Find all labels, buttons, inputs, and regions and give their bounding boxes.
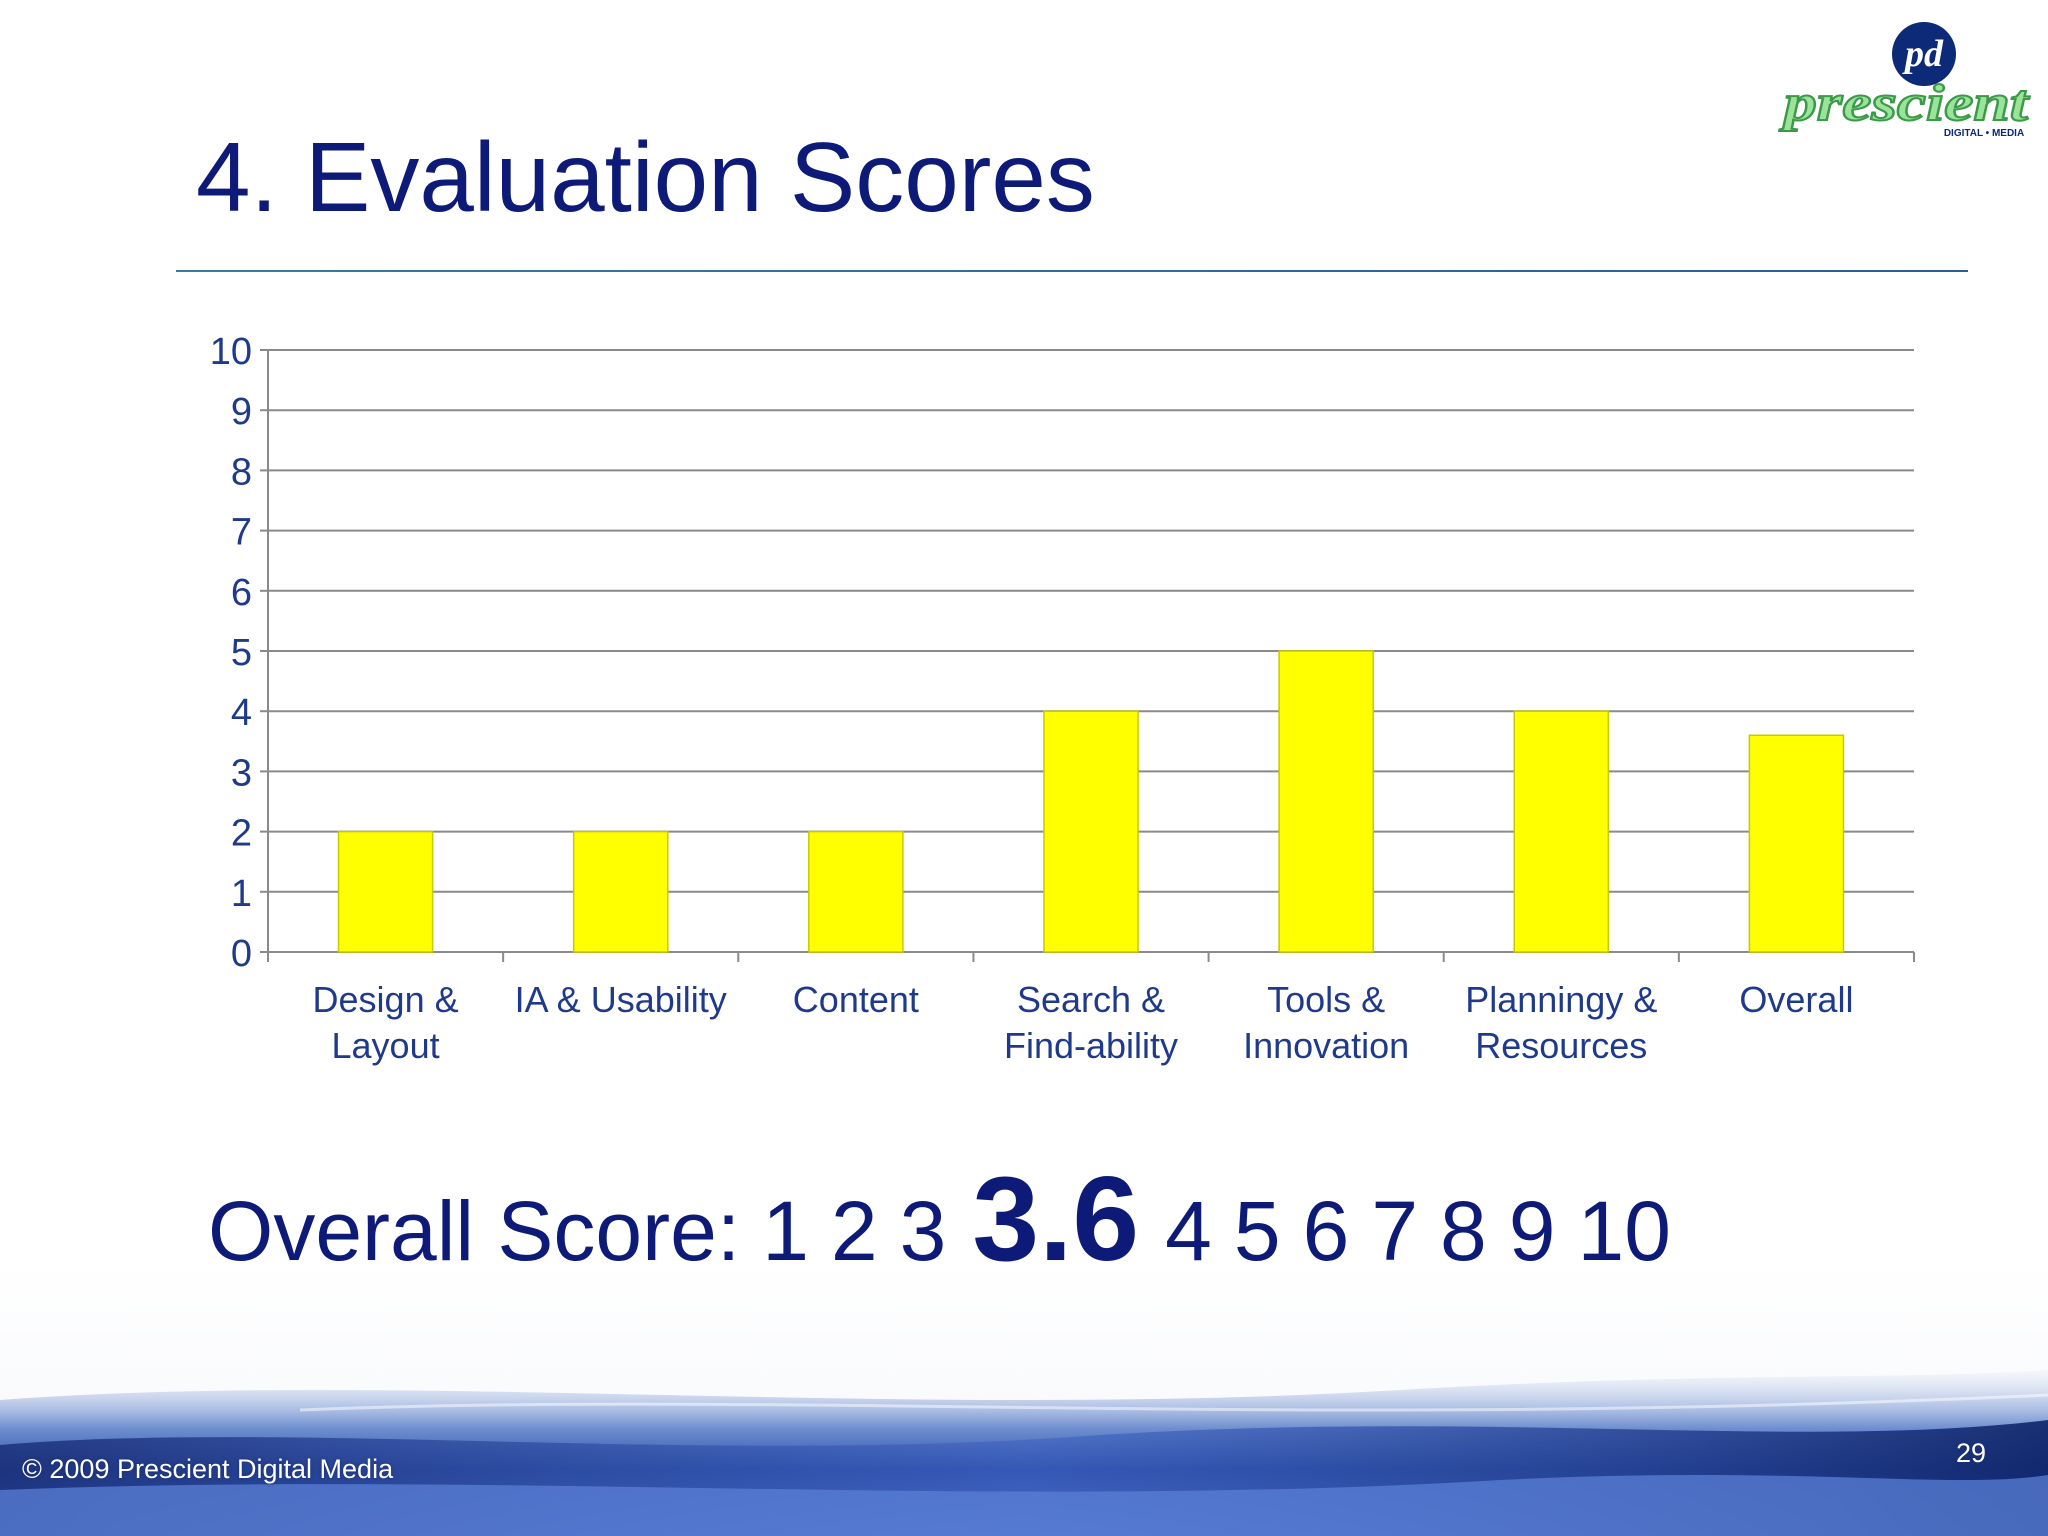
score-number: 8 [1440,1184,1487,1278]
overall-score-value: 3.6 [972,1152,1140,1286]
overall-score-label: Overall Score: [208,1184,741,1278]
logo-wordmark: prescient [1779,75,2030,132]
y-tick-label: 8 [231,451,252,493]
score-number: 10 [1577,1184,1671,1278]
y-tick-label: 10 [210,331,252,373]
bar [1043,710,1139,953]
y-tick-label: 2 [231,813,252,855]
y-tick-label: 9 [231,391,252,433]
y-tick-label: 4 [231,692,252,734]
score-number: 4 [1165,1184,1212,1278]
bar [808,830,904,953]
overall-score-line: Overall Score: 1 2 3 3.6 4 5 6 7 8 9 10 [208,1150,1671,1286]
score-number: 2 [830,1184,878,1278]
y-tick-label: 0 [231,933,252,975]
y-tick-label: 7 [231,512,252,554]
title-divider [176,270,1968,272]
bar [1278,650,1374,953]
y-tick-label: 1 [231,873,252,915]
y-tick-label: 3 [231,752,252,794]
score-number: 1 [762,1184,809,1278]
x-tick-label: Resources [1475,1025,1647,1066]
x-tick-label: Tools & [1267,979,1385,1020]
page-number: 29 [1956,1438,1987,1468]
y-tick-label: 5 [231,632,252,674]
x-tick-label: Planningy & [1465,979,1657,1020]
x-tick-label: Overall [1739,979,1853,1020]
footer-wave-band [0,1370,2048,1536]
prescient-logo: pd prescient DIGITAL • MEDIA [1778,22,2031,139]
x-tick-label: Design & [313,979,459,1020]
bar [1513,710,1610,953]
logo-monogram: pd [1902,33,1944,75]
x-tick-label: IA & Usability [515,979,727,1020]
bar [337,830,434,953]
score-number: 6 [1302,1184,1350,1278]
score-number: 5 [1233,1184,1281,1278]
score-number: 9 [1508,1184,1556,1278]
score-number: 7 [1371,1184,1419,1278]
x-tick-label: Search & [1017,979,1165,1020]
copyright-notice: © 2009 Prescient Digital Media [22,1454,394,1484]
logo-tagline: DIGITAL • MEDIA [1944,128,2024,139]
slide-title: 4. Evaluation Scores [196,122,1095,232]
x-tick-label: Layout [332,1025,440,1066]
y-tick-label: 6 [231,572,252,614]
bar-chart: 0 1 2 3 4 5 6 7 8 9 10 Design & Layout IA & Usability… [210,331,1915,1066]
x-tick-label: Innovation [1243,1025,1409,1066]
bar [572,830,669,953]
x-tick-label: Content [793,979,919,1020]
score-number: 3 [899,1184,947,1278]
x-tick-label: Find-ability [1004,1025,1178,1066]
bar [1748,734,1845,953]
